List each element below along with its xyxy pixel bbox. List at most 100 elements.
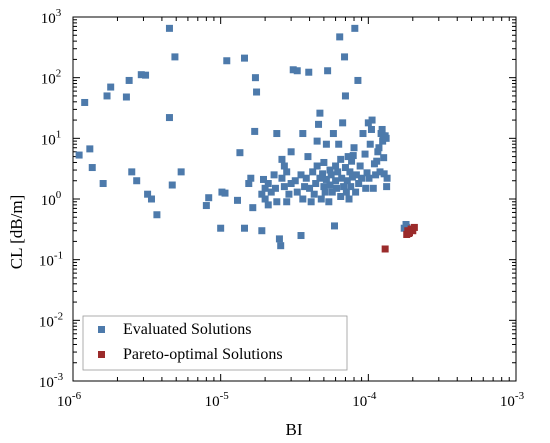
evaluated-point	[299, 195, 307, 203]
evaluated-point	[293, 188, 301, 196]
x-tick-label: 10-3	[500, 390, 525, 410]
evaluated-point	[367, 125, 375, 133]
evaluated-point	[88, 164, 96, 172]
evaluated-point	[202, 202, 210, 210]
evaluated-point	[324, 67, 332, 75]
evaluated-point	[352, 188, 360, 196]
y-tick-label: 101	[41, 128, 62, 148]
evaluated-point	[280, 183, 288, 191]
y-tick-label: 103	[41, 7, 62, 27]
evaluated-point	[107, 83, 115, 91]
evaluated-point	[99, 180, 107, 188]
evaluated-point	[316, 109, 324, 117]
evaluated-point	[258, 190, 266, 198]
evaluated-point	[358, 174, 366, 182]
evaluated-point	[236, 149, 244, 157]
tick-labels: 10-6 10-5 10-4 10-3 10-3 10-2 10-1 100 101 102 103	[39, 7, 525, 410]
evaluated-point	[278, 174, 286, 182]
evaluated-point	[336, 33, 344, 41]
evaluated-point	[380, 154, 388, 162]
x-axis-title: BI	[286, 420, 303, 439]
evaluated-point	[382, 134, 390, 142]
evaluated-point	[329, 130, 337, 138]
evaluated-point	[327, 171, 335, 179]
evaluated-point	[362, 184, 370, 192]
evaluated-point	[122, 93, 130, 101]
evaluated-point	[369, 184, 377, 192]
x-tick-label: 10-6	[57, 390, 82, 410]
evaluated-point	[342, 188, 350, 196]
evaluated-point	[223, 57, 231, 65]
evaluated-point	[316, 174, 324, 182]
evaluated-point	[320, 183, 328, 191]
evaluated-point	[280, 162, 288, 170]
evaluated-point	[365, 174, 373, 182]
evaluated-point	[275, 235, 283, 243]
evaluated-point	[251, 127, 259, 135]
evaluated-point	[322, 140, 330, 148]
evaluated-point	[350, 144, 358, 152]
evaluated-point	[373, 157, 381, 165]
evaluated-point	[297, 232, 305, 240]
evaluated-point	[277, 242, 285, 250]
evaluated-point	[283, 168, 291, 176]
evaluated-point	[328, 188, 336, 196]
evaluated-point	[289, 66, 297, 74]
evaluated-point	[278, 155, 286, 163]
evaluated-point	[317, 195, 325, 203]
evaluated-point	[347, 183, 355, 191]
pareto-point	[410, 223, 418, 231]
evaluated-point	[247, 174, 255, 182]
evaluated-point	[341, 92, 349, 100]
evaluated-point	[304, 153, 312, 161]
evaluated-point	[345, 195, 353, 203]
evaluated-point	[261, 195, 269, 203]
evaluated-point	[251, 74, 259, 82]
evaluated-point	[356, 162, 364, 170]
y-tick-label: 10-2	[39, 310, 63, 330]
plot-frame	[72, 16, 517, 382]
x-tick-label: 10-5	[205, 390, 230, 410]
evaluated-point	[258, 227, 266, 235]
legend-label-pareto: Pareto-optimal Solutions	[123, 346, 283, 363]
evaluated-point	[240, 54, 248, 62]
evaluated-point	[307, 198, 315, 206]
evaluated-point	[86, 145, 94, 153]
evaluated-point	[320, 158, 328, 166]
evaluated-point	[271, 184, 279, 192]
evaluated-point	[348, 173, 356, 181]
evaluated-point	[374, 148, 382, 156]
evaluated-point	[338, 174, 346, 182]
evaluated-point	[177, 168, 185, 176]
evaluated-point	[309, 168, 317, 176]
data-points	[75, 24, 418, 253]
evaluated-point	[312, 180, 320, 188]
evaluated-point	[165, 114, 173, 122]
evaluated-point	[147, 195, 155, 203]
evaluated-point	[349, 152, 357, 160]
evaluated-point	[340, 183, 348, 191]
evaluated-point	[267, 188, 275, 196]
evaluated-point	[125, 76, 133, 84]
evaluated-point	[380, 170, 388, 178]
evaluated-point	[142, 71, 150, 79]
evaluated-point	[326, 181, 334, 189]
evaluated-point	[355, 180, 363, 188]
legend-marker-evaluated	[98, 326, 105, 333]
evaluated-point	[376, 168, 384, 176]
evaluated-point	[283, 198, 291, 206]
evaluated-point	[341, 53, 349, 61]
evaluated-point	[81, 98, 89, 106]
evaluated-point	[217, 224, 225, 232]
evaluated-point	[378, 125, 386, 133]
evaluated-point	[313, 137, 321, 145]
legend-box	[82, 315, 348, 371]
evaluated-point	[332, 162, 340, 170]
evaluated-point	[333, 184, 341, 192]
evaluated-point	[299, 130, 307, 138]
evaluated-point	[287, 148, 295, 156]
evaluated-point	[343, 177, 351, 185]
legend: Evaluated Solutions Pareto-optimal Solut…	[82, 315, 348, 371]
evaluated-point	[261, 184, 269, 192]
evaluated-point	[361, 150, 369, 158]
